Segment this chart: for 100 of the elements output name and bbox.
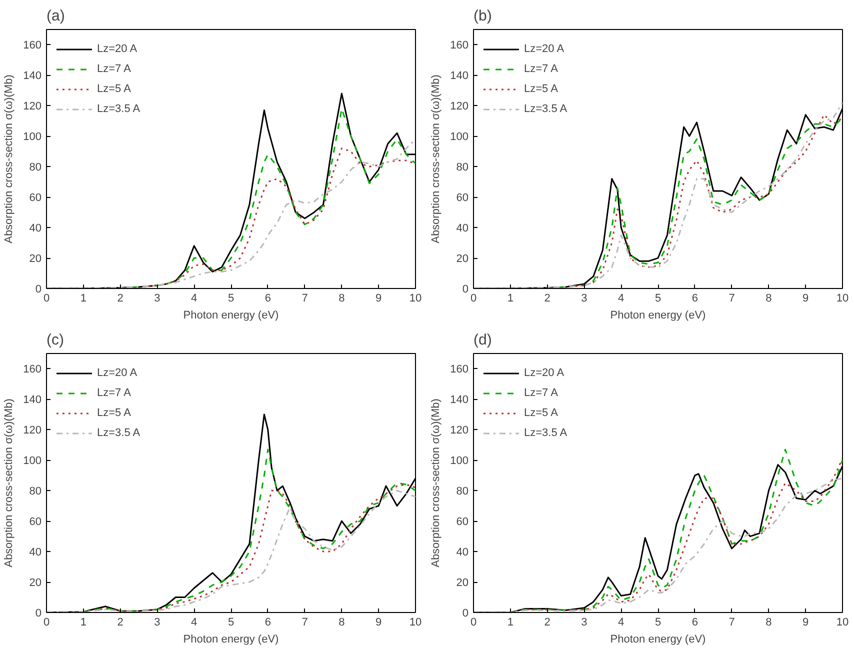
y-axis-title: Absorption cross-section σ(ω)(Mb)	[430, 74, 442, 244]
y-tick-label: 160	[23, 364, 42, 376]
y-tick-label: 0	[35, 608, 42, 620]
y-tick-label: 40	[456, 222, 469, 235]
y-tick-label: 140	[450, 70, 469, 82]
y-tick-label: 60	[29, 192, 42, 204]
x-tick-label: 3	[154, 616, 160, 628]
y-tick-label: 60	[456, 516, 469, 528]
y-tick-label: 100	[450, 455, 469, 468]
y-tick-label: 20	[29, 577, 42, 590]
x-tick-label: 7	[728, 616, 735, 628]
legend-label: Lz=5 A	[97, 407, 131, 419]
x-tick-label: 3	[154, 292, 160, 304]
y-tick-label: 60	[29, 516, 42, 528]
x-tick-label: 3	[581, 292, 588, 304]
y-tick-label: 140	[450, 394, 469, 406]
legend-label: Lz=3.5 A	[97, 103, 140, 115]
x-tick-label: 4	[191, 616, 198, 628]
x-tick-label: 9	[376, 292, 382, 304]
chart-title: (b)	[474, 8, 492, 24]
x-tick-label: 2	[117, 616, 124, 628]
legend-label: Lz=7 A	[524, 387, 558, 399]
chart-title: (c)	[46, 332, 64, 348]
y-tick-label: 0	[462, 284, 469, 296]
legend-label: Lz=7 A	[97, 63, 131, 75]
y-tick-label: 40	[456, 546, 469, 559]
x-tick-label: 7	[728, 292, 735, 304]
x-tick-label: 7	[302, 292, 308, 304]
y-tick-label: 160	[450, 40, 469, 52]
legend-label: Lz=3.5 A	[97, 427, 140, 439]
chart-title: (d)	[474, 332, 492, 348]
y-tick-label: 20	[456, 253, 469, 266]
x-tick-label: 6	[264, 292, 271, 304]
y-tick-label: 120	[450, 100, 469, 113]
y-tick-label: 20	[29, 253, 42, 266]
x-tick-label: 0	[470, 292, 477, 304]
y-tick-label: 60	[456, 192, 469, 204]
y-tick-label: 80	[456, 486, 469, 498]
x-axis-title: Photon energy (eV)	[183, 310, 279, 322]
x-tick-label: 10	[836, 292, 849, 304]
x-tick-label: 8	[766, 616, 772, 628]
y-tick-label: 40	[29, 222, 42, 235]
y-tick-label: 140	[23, 70, 42, 82]
x-tick-label: 1	[507, 616, 514, 628]
x-axis-title: Photon energy (eV)	[610, 634, 706, 646]
x-tick-label: 4	[618, 292, 624, 304]
x-tick-label: 2	[117, 292, 124, 304]
x-tick-label: 0	[43, 292, 50, 304]
x-tick-label: 1	[80, 292, 86, 304]
legend-label: Lz=3.5 A	[524, 427, 568, 439]
legend-label: Lz=5 A	[97, 83, 131, 95]
x-tick-label: 6	[264, 616, 271, 628]
x-tick-label: 9	[802, 616, 809, 628]
x-axis-title: Photon energy (eV)	[610, 310, 706, 322]
x-tick-label: 5	[654, 292, 662, 304]
y-tick-label: 100	[450, 131, 469, 144]
x-tick-label: 6	[692, 292, 698, 304]
y-tick-label: 0	[35, 284, 42, 296]
x-tick-label: 8	[338, 616, 345, 628]
legend-label: Lz=7 A	[97, 387, 131, 399]
chart-title: (a)	[46, 8, 65, 24]
y-tick-label: 40	[29, 546, 42, 559]
x-tick-label: 10	[409, 616, 422, 628]
legend-label: Lz=7 A	[524, 63, 558, 75]
x-tick-label: 5	[228, 616, 234, 628]
y-axis-title: Absorption cross-section σ(ω)(Mb)	[430, 398, 442, 568]
x-tick-label: 3	[581, 616, 588, 628]
x-tick-label: 9	[376, 616, 382, 628]
x-tick-label: 2	[544, 292, 550, 304]
x-tick-label: 10	[836, 616, 849, 628]
x-tick-label: 0	[470, 616, 477, 628]
y-tick-label: 80	[29, 486, 42, 498]
legend-label: Lz=20 A	[524, 367, 564, 379]
x-axis-title: Photon energy (eV)	[183, 634, 279, 646]
x-tick-label: 5	[228, 292, 234, 304]
y-tick-label: 80	[456, 162, 469, 174]
x-tick-label: 9	[802, 292, 809, 304]
x-tick-label: 8	[338, 292, 345, 304]
legend-label: Lz=5 A	[524, 407, 558, 419]
y-tick-label: 120	[23, 100, 42, 113]
x-tick-label: 4	[191, 292, 198, 304]
x-tick-label: 2	[544, 616, 550, 628]
x-tick-label: 1	[507, 292, 514, 304]
legend-label: Lz=5 A	[524, 83, 558, 95]
y-tick-label: 80	[29, 162, 42, 174]
y-tick-label: 100	[23, 131, 42, 144]
legend-label: Lz=3.5 A	[524, 103, 568, 115]
x-tick-label: 5	[654, 616, 662, 628]
x-tick-label: 4	[618, 616, 624, 628]
legend-label: Lz=20 A	[524, 43, 564, 55]
y-axis-title: Absorption cross-section σ(ω)(Mb)	[3, 74, 16, 244]
y-tick-label: 0	[462, 608, 469, 620]
x-tick-label: 7	[302, 616, 308, 628]
y-tick-label: 120	[450, 424, 469, 437]
y-tick-label: 120	[23, 424, 42, 437]
x-tick-label: 8	[766, 292, 772, 304]
legend-label: Lz=20 A	[97, 43, 138, 55]
y-tick-label: 100	[23, 455, 42, 468]
x-tick-label: 0	[43, 616, 50, 628]
y-tick-label: 160	[450, 364, 469, 376]
